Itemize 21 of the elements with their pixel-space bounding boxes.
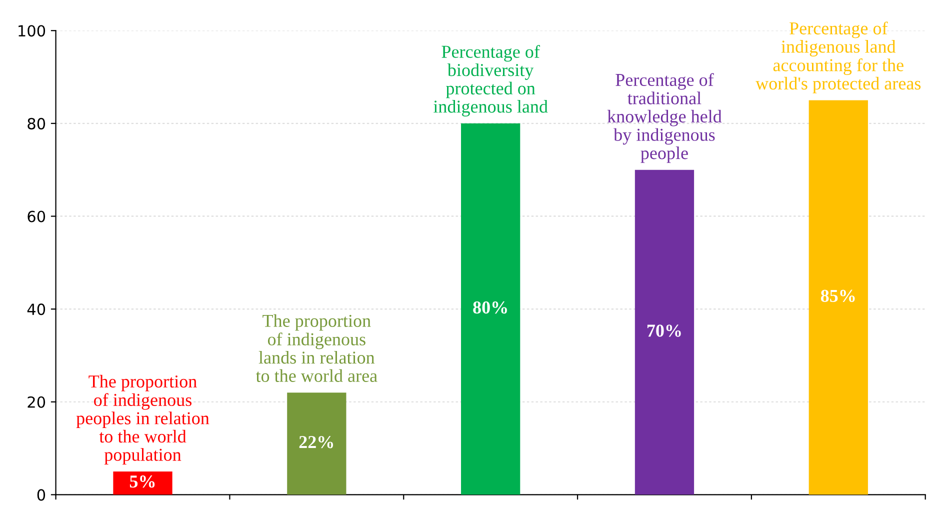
y-tick-label: 0 bbox=[37, 489, 46, 501]
x-tick-label: The proportion of indigenous lands in relation to the world area bbox=[256, 314, 378, 382]
bar bbox=[634, 170, 694, 495]
y-tick-label: 40 bbox=[27, 304, 46, 316]
bar bbox=[461, 123, 520, 495]
y-tick-label: 20 bbox=[28, 396, 46, 408]
y-tick-label: 80 bbox=[28, 118, 46, 130]
bar bbox=[287, 392, 346, 495]
y-tick-label: 60 bbox=[28, 210, 46, 222]
x-tick-label: Percentage of traditional knowledge held by indigenous people bbox=[607, 73, 722, 163]
x-tick-label: The proportion of indigenous peoples in relation to the world population bbox=[76, 374, 210, 465]
data-label: 5% bbox=[130, 475, 155, 488]
bar bbox=[113, 471, 172, 495]
y-tick-label: 100 bbox=[18, 25, 46, 37]
data-label: 85% bbox=[820, 290, 855, 302]
bar bbox=[808, 100, 868, 495]
x-tick-label: Percentage of biodiversity protected on indigenous land bbox=[434, 44, 548, 116]
x-tick-label: Percentage of indigenous land accounting for the world's protected areas bbox=[756, 22, 921, 94]
data-label: 22% bbox=[299, 436, 334, 448]
data-label: 80% bbox=[473, 301, 507, 314]
data-label: 70% bbox=[647, 324, 681, 337]
